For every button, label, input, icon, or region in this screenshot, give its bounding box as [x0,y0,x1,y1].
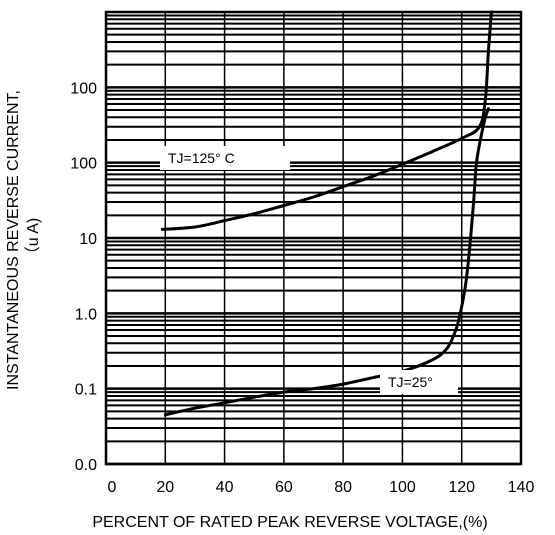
series-line-tj-125 [160,10,493,231]
x-tick-label: 80 [334,479,352,496]
chart-grid [106,12,521,466]
x-tick-label: 120 [448,479,475,496]
annotation-box [160,146,290,170]
x-tick-label: 60 [275,479,293,496]
y-tick-label: 1.0 [75,306,97,323]
annotation-tj-125: TJ=125° C [168,150,235,166]
y-tick-label: 10 [79,231,97,248]
x-tick-labels: 0 20 40 60 80 100 120 140 [108,479,535,496]
series-line-tj-25 [163,107,490,417]
x-tick-label: 40 [216,479,234,496]
y-axis-label: INSTANTANEOUS REVERSE CURRENT, [5,90,22,390]
annotation-box [380,370,458,394]
plot-frame [104,10,523,466]
x-axis-label: PERCENT OF RATED PEAK REVERSE VOLTAGE,(%… [92,514,487,531]
y-tick-labels: 0.0 0.1 1.0 10 100 100 [70,80,97,474]
y-tick-label: 100 [70,80,97,97]
y-tick-label: 100 [70,156,97,173]
y-tick-label: 0.1 [75,382,97,399]
x-tick-label: 20 [156,479,174,496]
y-axis-unit: （u A) [24,218,42,262]
annotation-layer: TJ=125° C TJ=25° [160,146,458,394]
series-layer [160,10,493,417]
y-tick-label: 0.0 [75,457,97,474]
x-tick-label: 100 [389,479,416,496]
x-tick-label: 0 [108,479,117,496]
x-tick-label: 140 [508,479,535,496]
annotation-tj-25: TJ=25° [388,374,433,390]
